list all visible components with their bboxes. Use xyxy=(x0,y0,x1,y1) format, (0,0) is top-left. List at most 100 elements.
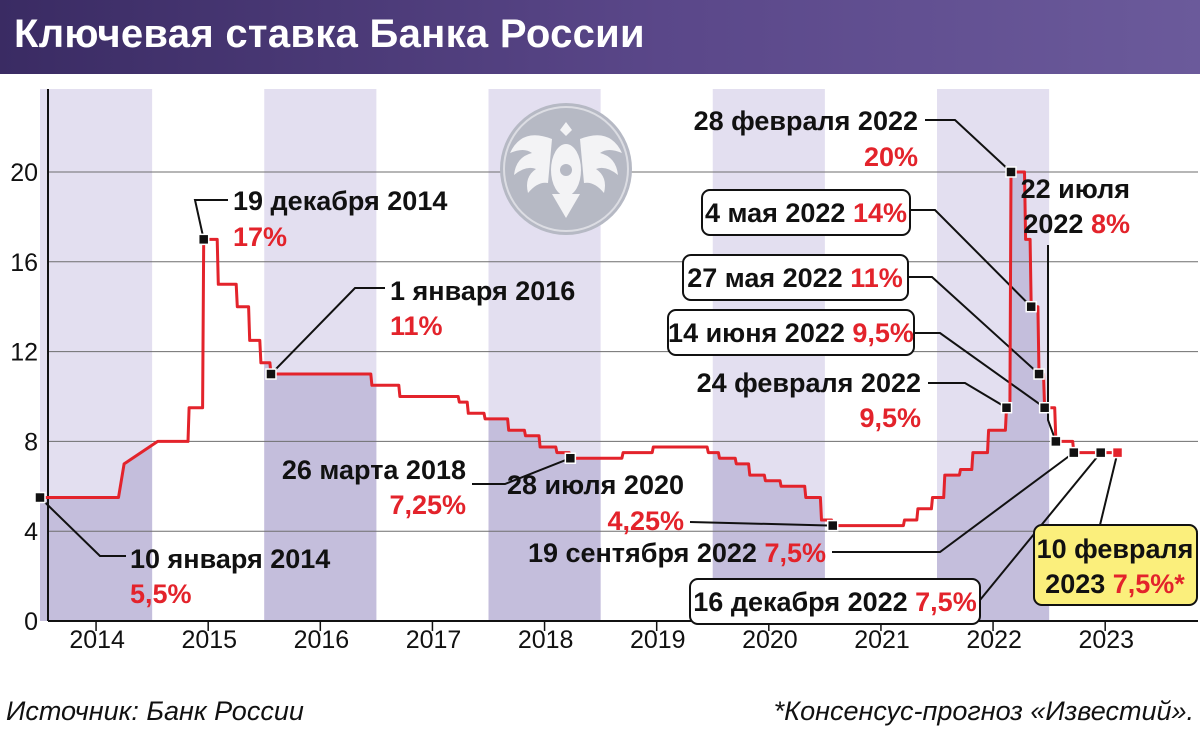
annotation-value: 17% xyxy=(233,222,287,252)
x-tick-label: 2014 xyxy=(69,626,125,654)
annotation-value: 14% xyxy=(853,198,907,228)
x-tick-label: 2018 xyxy=(518,626,574,654)
annotation-value: 7,5% xyxy=(764,538,826,568)
annotation-value: 9,5% xyxy=(859,403,921,433)
svg-text:2023 7,5%*: 2023 7,5%* xyxy=(1045,569,1185,599)
annotation-2022-05-04: 4 мая 2022 14% xyxy=(701,189,911,236)
svg-text:16 декабря 2022 7,5%: 16 декабря 2022 7,5% xyxy=(693,587,976,617)
annotation-date: 28 февраля 2022 xyxy=(694,106,918,136)
annotation-date: 22 июля xyxy=(1021,174,1130,204)
leader-line xyxy=(193,199,228,240)
leader-line xyxy=(832,451,1075,553)
annotation-value: 11% xyxy=(390,311,443,341)
annotation-2018-03-26: 26 марта 2018 7,25% xyxy=(282,455,466,520)
annotation-date: 27 мая 2022 xyxy=(687,263,843,293)
annotation-2016-01-01: 1 января 2016 11% xyxy=(390,276,575,341)
leader-line xyxy=(689,521,833,527)
annotation-date: 28 июля 2020 xyxy=(507,470,684,500)
point-2022-05-04 xyxy=(1025,300,1037,313)
annotation-value: 7,5%* xyxy=(1113,569,1186,599)
annotation-date: 10 февраля xyxy=(1037,534,1194,564)
annotation-value: 8% xyxy=(1091,209,1130,239)
y-tick-label: 12 xyxy=(10,339,38,367)
x-tick-label: 2021 xyxy=(854,626,910,654)
annotation-value: 11% xyxy=(850,263,903,293)
annotation-date: 24 февраля 2022 xyxy=(697,368,921,398)
annotation-date: 1 января 2016 xyxy=(390,276,575,306)
point-2016-01-01 xyxy=(265,368,277,380)
annotation-value: 20% xyxy=(864,142,918,172)
annotation-2022-02-24: 24 февраля 2022 9,5% xyxy=(697,368,921,433)
annotation-value: 4,25% xyxy=(607,506,684,536)
y-tick-label: 4 xyxy=(24,518,38,546)
annotation-2014-01-10: 10 января 2014 5,5% xyxy=(130,544,330,609)
annotation-date: 14 июня 2022 xyxy=(668,318,845,348)
annotation-2022-02-28: 28 февраля 2022 20% xyxy=(694,106,918,172)
annotation-value: 7,25% xyxy=(389,490,466,520)
svg-text:4 мая 2022 14%: 4 мая 2022 14% xyxy=(705,198,907,228)
x-tick-label: 2020 xyxy=(742,626,798,654)
y-tick-label: 16 xyxy=(10,249,38,277)
x-tick-label: 2017 xyxy=(406,626,462,654)
y-tick-label: 0 xyxy=(24,608,38,636)
point-2022-09-19 xyxy=(1068,446,1080,459)
chart-title: Ключевая ставка Банка России xyxy=(14,12,645,56)
annotation-2014-12-19: 19 декабря 2014 17% xyxy=(233,186,447,252)
point-2022-12-16 xyxy=(1094,446,1107,459)
leader-line xyxy=(908,276,1040,375)
annotation-date: 19 сентября 2022 xyxy=(528,538,757,568)
point-2022-06-14 xyxy=(1038,401,1051,414)
annotation-2022-09-19: 19 сентября 2022 7,5% xyxy=(528,538,826,568)
svg-text:2022 8%: 2022 8% xyxy=(1023,209,1130,239)
svg-text:14 июня 2022 9,5%: 14 июня 2022 9,5% xyxy=(668,318,914,348)
y-tick-label: 8 xyxy=(24,428,38,456)
annotation-date: 10 января 2014 xyxy=(130,544,330,574)
point-2020-07-28 xyxy=(826,519,839,532)
svg-text:19 сентября 2022 7,5%: 19 сентября 2022 7,5% xyxy=(528,538,826,568)
leader-line xyxy=(928,382,1008,409)
annotation-2022-07-22: 22 июля 2022 8% xyxy=(1021,174,1130,239)
annotation-date: 2022 xyxy=(1023,209,1083,239)
point-2018-03-26 xyxy=(564,452,577,464)
leader-line xyxy=(1099,452,1119,526)
leader-line xyxy=(472,457,571,485)
annotation-2020-07-28: 28 июля 2020 4,25% xyxy=(507,470,684,536)
point-2023-02-10 xyxy=(1111,446,1124,459)
point-2014-12-19 xyxy=(197,233,210,246)
y-tick-label: 20 xyxy=(10,159,38,187)
leader-line xyxy=(1047,245,1057,442)
annotation-date: 19 декабря 2014 xyxy=(233,186,447,216)
x-tick-label: 2016 xyxy=(294,626,350,654)
forecast-footnote: *Консенсус-прогноз «Известий». xyxy=(773,696,1194,726)
leader-line xyxy=(270,287,385,375)
point-2022-02-24 xyxy=(1000,401,1013,414)
bank-of-russia-emblem xyxy=(500,103,632,235)
svg-text:27 мая 2022 11%: 27 мая 2022 11% xyxy=(687,263,903,293)
annotation-2022-12-16: 16 декабря 2022 7,5% xyxy=(689,578,981,625)
annotation-value: 7,5% xyxy=(915,587,977,617)
annotation-2022-05-27: 27 мая 2022 11% xyxy=(682,254,909,301)
annotation-2022-06-14: 14 июня 2022 9,5% xyxy=(667,309,915,356)
source-note: Источник: Банк России xyxy=(6,696,304,726)
point-2022-07-22 xyxy=(1050,435,1062,448)
annotation-2023-02-10-forecast: 10 февраля 2023 7,5%* xyxy=(1033,524,1198,606)
point-2022-05-27 xyxy=(1033,368,1045,380)
x-tick-label: 2019 xyxy=(630,626,686,654)
annotation-date: 16 декабря 2022 xyxy=(693,587,907,617)
leader-line xyxy=(925,119,1012,173)
leader-line xyxy=(39,496,126,557)
annotation-date: 4 мая 2022 xyxy=(705,198,845,228)
annotation-date: 26 марта 2018 xyxy=(282,455,466,485)
annotation-value: 9,5% xyxy=(852,318,914,348)
point-2022-02-28 xyxy=(1005,166,1017,178)
x-tick-label: 2023 xyxy=(1078,626,1134,654)
leader-line xyxy=(910,209,1032,308)
title-bar: Ключевая ставка Банка России xyxy=(0,0,1200,74)
x-tick-label: 2022 xyxy=(966,626,1022,654)
point-2014-01-10 xyxy=(34,491,46,504)
annotation-value: 5,5% xyxy=(130,579,192,609)
x-tick-label: 2015 xyxy=(181,626,237,654)
annotation-date: 2023 xyxy=(1045,569,1105,599)
